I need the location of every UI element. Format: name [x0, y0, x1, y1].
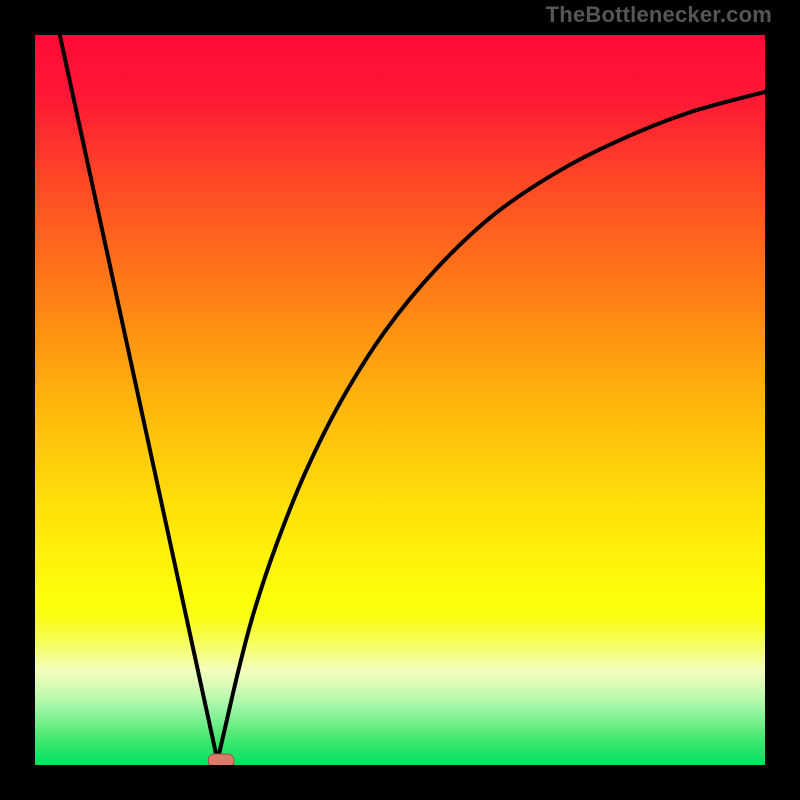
bottleneck-chart — [0, 0, 800, 800]
gradient-fill — [35, 35, 765, 765]
attribution-link[interactable]: TheBottlenecker.com — [546, 2, 772, 28]
plot-area — [35, 35, 765, 767]
chart-stage: TheBottlenecker.com — [0, 0, 800, 800]
